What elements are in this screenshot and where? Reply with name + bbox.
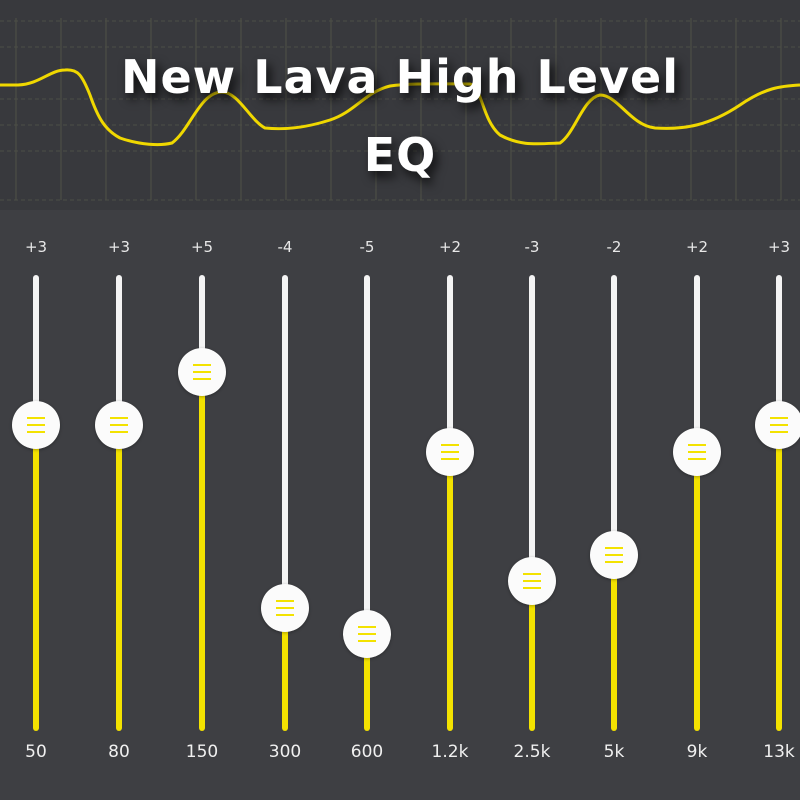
- slider-track-filled[interactable]: [529, 581, 535, 731]
- slider-knob[interactable]: [590, 531, 638, 579]
- frequency-label: 2.5k: [513, 742, 551, 762]
- slider-track-filled[interactable]: [364, 634, 370, 731]
- slider-knob[interactable]: [426, 428, 474, 476]
- frequency-label: 5k: [603, 742, 625, 762]
- slider-track-upper[interactable]: [447, 275, 453, 452]
- eq-band-slider[interactable]: +5 150: [172, 210, 232, 800]
- eq-band-slider[interactable]: +3 50: [6, 210, 66, 800]
- frequency-label: 300: [268, 742, 302, 762]
- eq-band-slider[interactable]: -3 2.5k: [502, 210, 562, 800]
- slider-track-filled[interactable]: [33, 425, 39, 731]
- slider-knob[interactable]: [508, 557, 556, 605]
- slider-knob[interactable]: [343, 610, 391, 658]
- slider-track-filled[interactable]: [282, 608, 288, 731]
- slider-track-filled[interactable]: [116, 425, 122, 731]
- slider-track-upper[interactable]: [529, 275, 535, 581]
- eq-band-slider[interactable]: +2 1.2k: [420, 210, 480, 800]
- eq-curve-graph: New Lava High Level EQ: [0, 0, 800, 210]
- title-line-2: EQ: [363, 128, 437, 182]
- slider-track-filled[interactable]: [611, 555, 617, 731]
- gain-value: -3: [524, 238, 540, 256]
- frequency-label: 150: [185, 742, 219, 762]
- frequency-label: 13k: [763, 742, 795, 762]
- gain-value: +3: [24, 238, 48, 256]
- eq-band-slider[interactable]: -5 600: [337, 210, 397, 800]
- frequency-label: 50: [25, 742, 47, 762]
- slider-track-upper[interactable]: [282, 275, 288, 608]
- frequency-label: 80: [108, 742, 130, 762]
- slider-knob[interactable]: [261, 584, 309, 632]
- slider-knob[interactable]: [95, 401, 143, 449]
- eq-band-slider[interactable]: -4 300: [255, 210, 315, 800]
- slider-knob[interactable]: [673, 428, 721, 476]
- eq-curve-svg: [0, 18, 800, 201]
- slider-track-upper[interactable]: [776, 275, 782, 425]
- gain-value: +2: [438, 238, 462, 256]
- slider-knob[interactable]: [178, 348, 226, 396]
- eq-curve-line: [0, 68, 800, 147]
- slider-track-filled[interactable]: [447, 452, 453, 731]
- slider-knob[interactable]: [12, 401, 60, 449]
- title-line-1: New Lava High Level: [120, 50, 680, 104]
- gain-value: +2: [685, 238, 709, 256]
- slider-track-filled[interactable]: [199, 372, 205, 731]
- frequency-label: 9k: [686, 742, 708, 762]
- gain-value: +3: [767, 238, 791, 256]
- gain-value: +5: [190, 238, 214, 256]
- eq-band-slider[interactable]: +3 80: [89, 210, 149, 800]
- eq-band-slider[interactable]: -2 5k: [584, 210, 644, 800]
- slider-track-upper[interactable]: [694, 275, 700, 452]
- gain-value: -4: [277, 238, 293, 256]
- slider-track-upper[interactable]: [611, 275, 617, 555]
- slider-track-filled[interactable]: [776, 425, 782, 731]
- gain-value: -5: [359, 238, 375, 256]
- gain-value: +3: [107, 238, 131, 256]
- slider-track-upper[interactable]: [116, 275, 122, 425]
- slider-track-filled[interactable]: [694, 452, 700, 731]
- eq-sliders: +3 50 +3 80 +5 150 -4 300 -5 600 +2 1.2k -3 2.5k -2 5k +…: [0, 210, 800, 800]
- frequency-label: 600: [350, 742, 384, 762]
- eq-band-slider[interactable]: +2 9k: [667, 210, 727, 800]
- eq-band-slider[interactable]: +3 13k: [749, 210, 800, 800]
- slider-track-upper[interactable]: [364, 275, 370, 634]
- gain-value: -2: [606, 238, 622, 256]
- slider-knob[interactable]: [755, 401, 800, 449]
- slider-track-upper[interactable]: [33, 275, 39, 425]
- slider-track-upper[interactable]: [199, 275, 205, 372]
- frequency-label: 1.2k: [431, 742, 469, 762]
- page-title: New Lava High Level EQ: [0, 48, 800, 184]
